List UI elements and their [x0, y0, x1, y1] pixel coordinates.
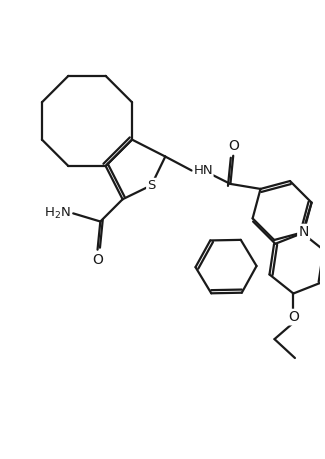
Text: O: O — [288, 310, 299, 324]
Text: S: S — [147, 179, 156, 192]
Text: HN: HN — [193, 164, 213, 177]
Text: O: O — [92, 253, 103, 268]
Text: H$_2$N: H$_2$N — [44, 206, 71, 221]
Text: O: O — [228, 139, 239, 152]
Text: N: N — [298, 225, 309, 239]
